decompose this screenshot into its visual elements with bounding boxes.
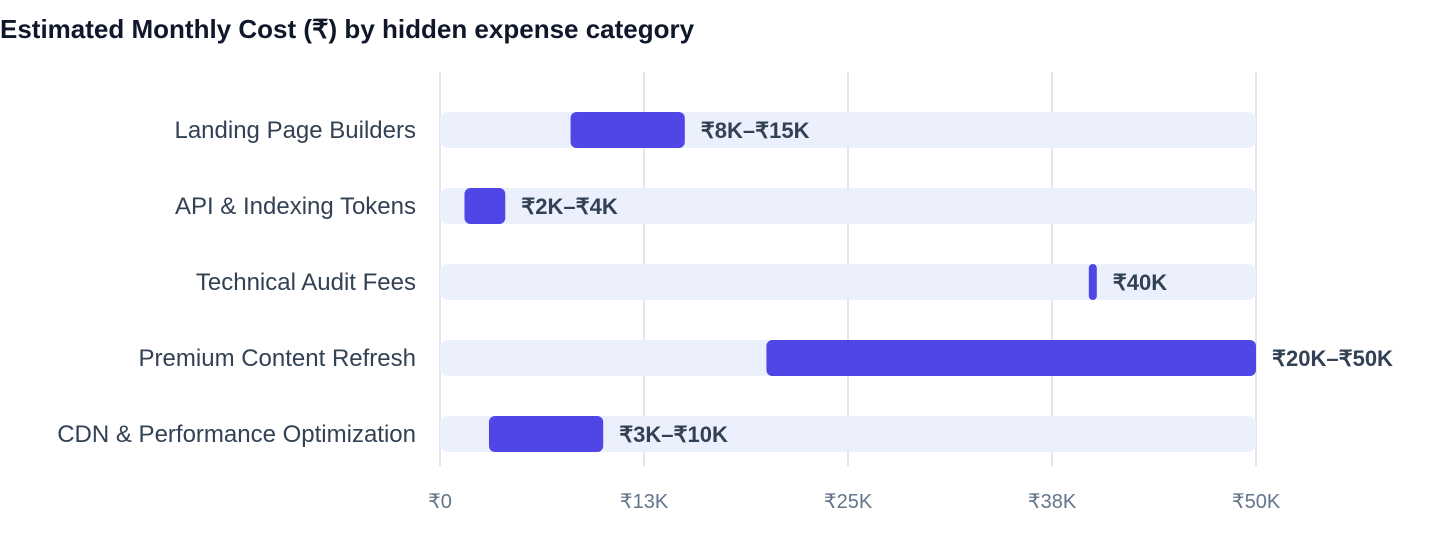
- x-tick-label: ₹50K: [1232, 491, 1281, 513]
- track-0: [440, 112, 1256, 148]
- value-label: ₹3K–₹10K: [619, 422, 728, 447]
- category-label: Landing Page Builders: [174, 117, 416, 144]
- track-2: [440, 264, 1256, 300]
- track-4: [440, 416, 1256, 452]
- value-label: ₹8K–₹15K: [701, 118, 810, 143]
- track-1: [440, 188, 1256, 224]
- category-label: API & Indexing Tokens: [175, 193, 416, 220]
- value-label: ₹40K: [1113, 270, 1167, 295]
- value-label: ₹2K–₹4K: [521, 194, 618, 219]
- value-label: ₹20K–₹50K: [1272, 346, 1393, 371]
- x-tick-label: ₹13K: [620, 491, 669, 513]
- x-tick-label: ₹38K: [1028, 491, 1077, 513]
- category-label: Technical Audit Fees: [196, 269, 416, 296]
- chart-title: Estimated Monthly Cost (₹) by hidden exp…: [0, 14, 695, 44]
- category-label: CDN & Performance Optimization: [57, 421, 416, 448]
- range-bar-1: [464, 188, 506, 224]
- range-bar-2: [1088, 264, 1097, 300]
- range-bar-4: [488, 416, 604, 452]
- range-bar-3: [766, 340, 1256, 376]
- x-tick-label: ₹0: [428, 491, 452, 513]
- category-label: Premium Content Refresh: [139, 345, 416, 372]
- x-tick-label: ₹25K: [824, 491, 873, 513]
- range-bar-0: [570, 112, 685, 148]
